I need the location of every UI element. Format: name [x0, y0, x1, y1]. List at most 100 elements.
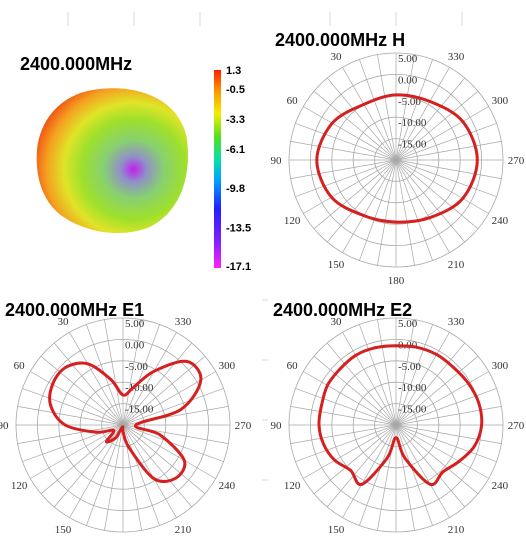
polar-data-point: [428, 216, 431, 220]
radial-tick-label: -5.00: [125, 361, 148, 373]
polar-ring: [374, 138, 418, 182]
polar-spoke: [395, 388, 497, 426]
polar-spoke: [313, 159, 397, 230]
polar-spoke: [395, 90, 479, 161]
polar-data-point: [385, 456, 389, 460]
colorbar-tick-label: -9.8: [226, 183, 245, 195]
polar-spoke: [377, 159, 397, 266]
polar-spoke: [122, 424, 193, 508]
polar-spoke: [395, 424, 466, 508]
polar-data-point: [394, 344, 398, 348]
radial-tick-label: 5.00: [125, 318, 145, 330]
polar-data-point: [134, 423, 138, 427]
radial-tick-label: 0.00: [398, 74, 418, 86]
polar-data-point: [475, 158, 479, 162]
colorbar-tick-label: -0.5: [226, 84, 245, 96]
polar-data-point: [466, 381, 470, 385]
angle-tick-label: 330: [448, 51, 465, 63]
polar-data-point: [326, 384, 329, 387]
angle-tick-label: 240: [492, 215, 509, 227]
polar-spoke: [326, 77, 397, 161]
angle-tick-label: 270: [508, 420, 525, 432]
polar-spoke: [40, 355, 124, 426]
polar-spoke: [30, 424, 124, 479]
polar-spoke: [395, 159, 502, 179]
heatmap-sphere: [36, 88, 188, 234]
polar-data-point: [315, 158, 319, 162]
polar-data-point: [105, 440, 108, 443]
polar-spoke: [342, 159, 397, 253]
colorbar-tick-label: -13.5: [226, 223, 251, 235]
radial-tick-label: -10.00: [398, 117, 427, 129]
polar-spoke: [395, 424, 502, 444]
polar-spoke: [395, 159, 433, 261]
polar-spoke: [122, 424, 177, 518]
polar-spoke: [395, 77, 466, 161]
polar-spoke: [303, 371, 397, 426]
angle-tick-label: 90: [271, 155, 283, 167]
polar-ring: [352, 381, 440, 469]
polar-data-point: [428, 100, 432, 103]
angle-tick-label: 30: [331, 316, 343, 328]
polar-spoke: [295, 424, 397, 462]
radial-tick-label: -10.00: [398, 382, 427, 394]
angle-tick-label: 270: [235, 420, 252, 432]
polar-spoke: [122, 332, 177, 426]
colorbar-tick-label: -17.1: [226, 261, 251, 273]
polar-data-point: [373, 346, 377, 350]
polar-spoke: [395, 54, 415, 161]
radial-tick-label: -10.00: [125, 382, 154, 394]
polar-data-point: [127, 446, 131, 450]
polar-data-point: [109, 378, 113, 381]
polar-data-point: [338, 367, 342, 371]
polar-ring: [374, 403, 418, 447]
polar-ring: [309, 74, 482, 246]
polar-spoke: [17, 424, 124, 444]
polar-spoke: [395, 319, 415, 426]
polar-spoke: [395, 424, 433, 526]
angle-tick-label: 240: [219, 480, 236, 492]
angle-tick-label: 210: [448, 259, 465, 271]
angle-tick-label: 150: [328, 259, 345, 271]
polar-data-point: [152, 477, 156, 481]
heatmap-title: 2400.000MHz: [20, 54, 132, 74]
polar-spoke: [395, 159, 489, 214]
polar-e2-title: 2400.000MHz E2: [273, 300, 412, 320]
polar-spoke: [395, 159, 466, 243]
polar-ring: [288, 52, 504, 268]
polar-data-point: [49, 404, 53, 407]
polar-spoke: [122, 342, 193, 426]
polar-spoke: [395, 67, 450, 161]
polar-data-point: [121, 430, 125, 433]
polar-data-point: [174, 476, 178, 480]
polar-spoke: [395, 324, 433, 426]
polar-spoke: [122, 424, 160, 526]
polar-data-point: [403, 456, 407, 460]
angle-tick-label: 330: [175, 316, 192, 328]
polar-data-point: [441, 470, 445, 474]
polar-data-point: [330, 195, 333, 199]
polar-spoke: [122, 388, 224, 426]
polar-spoke: [290, 141, 397, 161]
polar-spoke: [395, 424, 489, 479]
polar-spoke: [104, 319, 124, 426]
polar-spoke: [86, 424, 124, 526]
angle-tick-label: 240: [492, 480, 509, 492]
polar-data-point: [452, 366, 455, 369]
radial-tick-label: 5.00: [398, 318, 418, 330]
polar-data-point: [182, 458, 186, 462]
angle-tick-label: 300: [219, 360, 236, 372]
polar-spoke: [313, 355, 397, 426]
polar-data-point: [320, 403, 323, 407]
polar-data-point: [64, 366, 67, 369]
polar-data-point: [112, 429, 116, 432]
polar-spoke: [313, 90, 397, 161]
colorbar-tick-label: -3.3: [226, 114, 245, 126]
polar-data-point: [86, 362, 90, 366]
polar-data-point: [394, 220, 398, 224]
angle-tick-label: 90: [0, 420, 9, 432]
angle-tick-label: 90: [271, 420, 283, 432]
polar-spoke: [395, 141, 502, 161]
polar-spoke: [303, 106, 397, 161]
polar-data-point: [51, 382, 54, 386]
